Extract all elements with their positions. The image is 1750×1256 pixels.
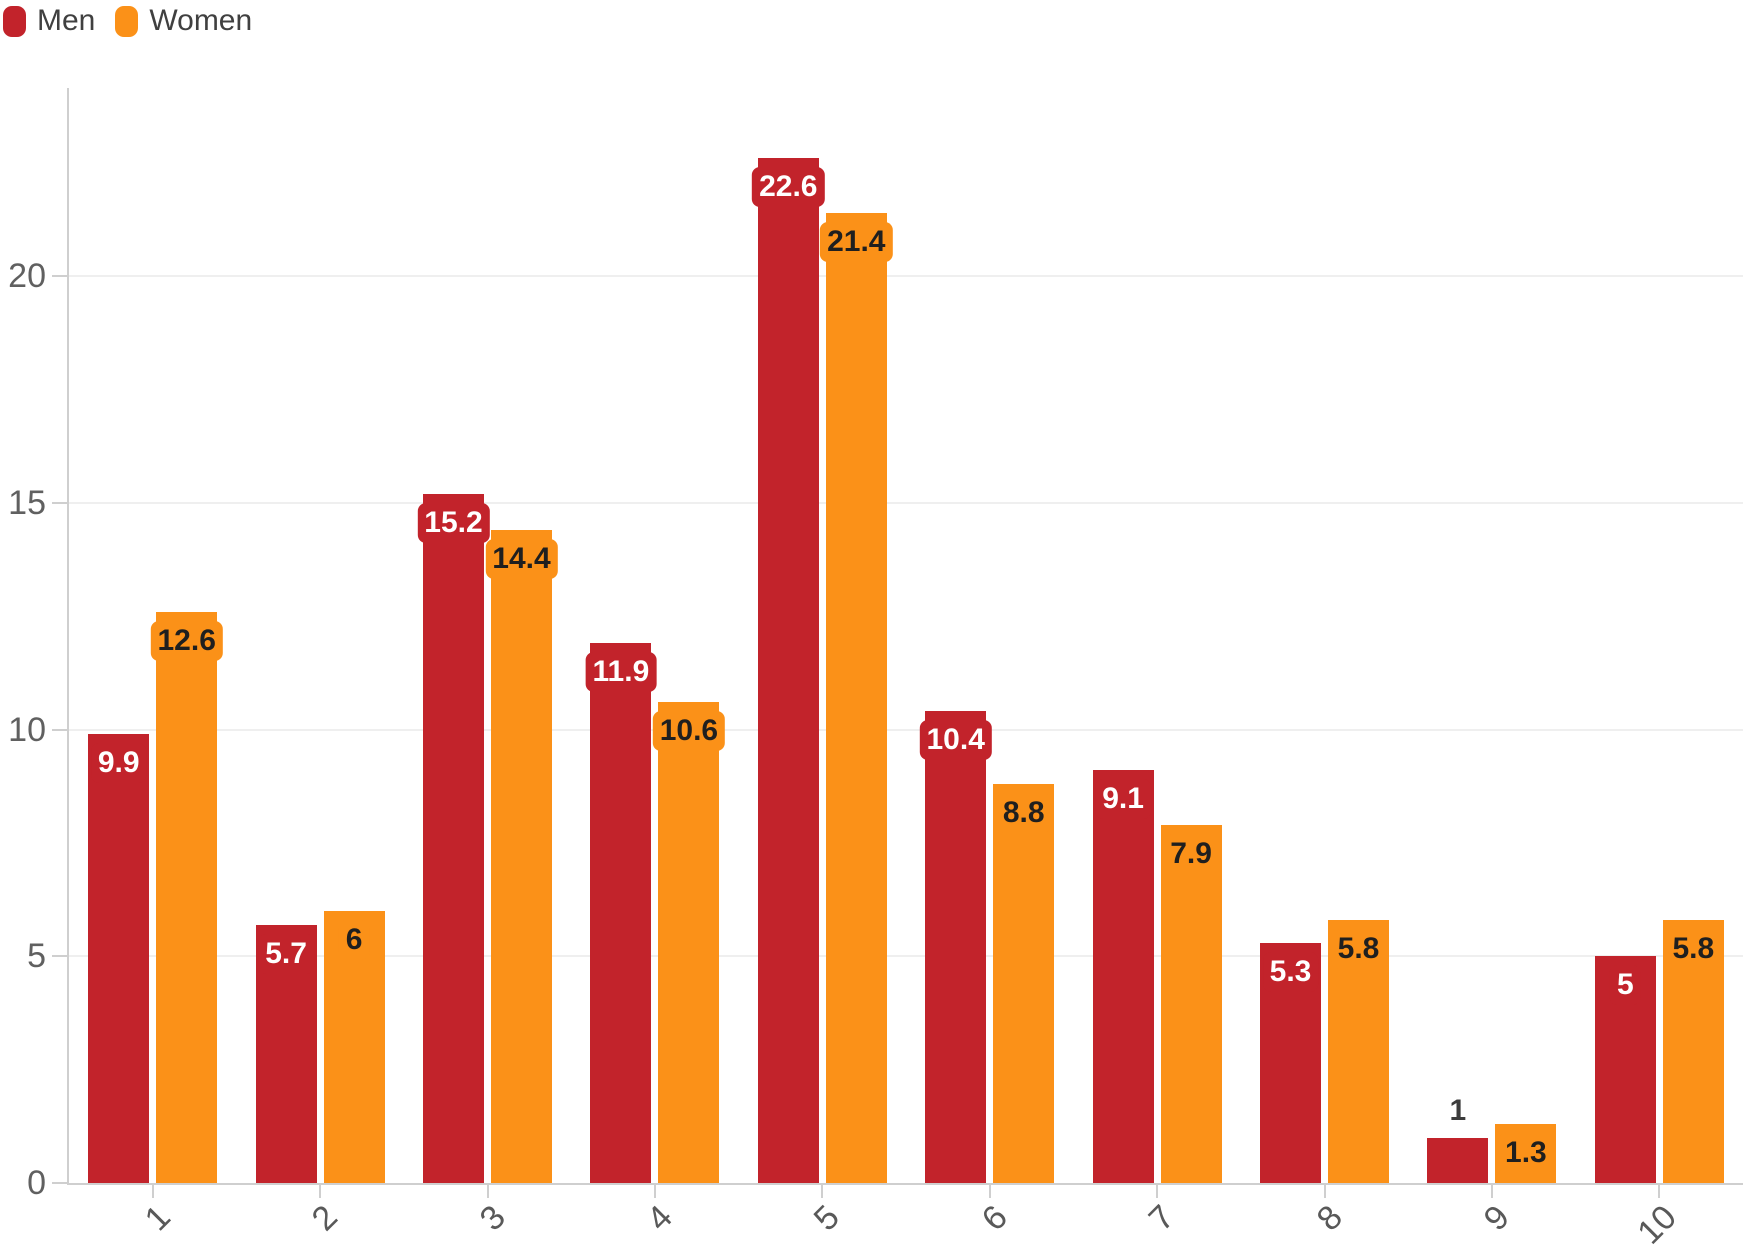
- x-tick-4: [653, 1185, 656, 1198]
- bar-men-3[interactable]: [423, 493, 484, 1183]
- x-axis-line: [67, 1183, 1743, 1185]
- x-tick-label-3: 3: [472, 1198, 513, 1239]
- x-tick-label-8: 8: [1309, 1198, 1350, 1239]
- bar-value-label-women-3: 14.4: [485, 538, 558, 579]
- bar-value-label-men-8: 5.3: [1262, 951, 1319, 992]
- bar-women-7[interactable]: [1160, 824, 1222, 1183]
- x-tick-10: [1658, 1185, 1661, 1198]
- gridline-y-5: [69, 955, 1743, 958]
- y-tick-label-10: 10: [8, 710, 46, 749]
- bar-value-label-men-10: 5: [1609, 965, 1641, 1006]
- men-series-swatch-icon: [3, 5, 26, 37]
- bar-value-label-women-2: 6: [338, 919, 370, 960]
- y-tick-10: [52, 728, 67, 731]
- x-tick-3: [486, 1185, 489, 1198]
- x-tick-label-7: 7: [1141, 1198, 1182, 1239]
- y-tick-15: [52, 501, 67, 504]
- x-tick-label-4: 4: [639, 1198, 680, 1239]
- x-tick-label-2: 2: [304, 1198, 345, 1239]
- gridline-y-20: [69, 275, 1743, 277]
- x-tick-8: [1323, 1185, 1326, 1198]
- bar-men-6[interactable]: [925, 711, 987, 1183]
- x-tick-label-9: 9: [1476, 1198, 1517, 1239]
- bar-men-9[interactable]: [1427, 1137, 1489, 1183]
- bar-women-3[interactable]: [491, 529, 552, 1183]
- legend: Men Women: [3, 4, 252, 38]
- x-tick-label-6: 6: [974, 1198, 1015, 1239]
- gridline-y-10: [69, 728, 1743, 731]
- x-tick-1: [151, 1185, 154, 1198]
- legend-label-women: Women: [149, 4, 253, 37]
- bar-value-label-men-7: 9.1: [1095, 779, 1151, 820]
- y-axis-line: [67, 88, 69, 1185]
- x-tick-6: [988, 1185, 991, 1198]
- bar-value-label-women-7: 7.9: [1163, 833, 1219, 874]
- y-tick-5: [52, 955, 67, 958]
- y-tick-label-20: 20: [8, 257, 46, 295]
- bar-value-label-women-10: 5.8: [1665, 928, 1722, 969]
- x-tick-7: [1156, 1185, 1159, 1198]
- bar-women-1[interactable]: [156, 611, 218, 1183]
- y-tick-label-5: 5: [27, 937, 46, 976]
- x-tick-label-5: 5: [806, 1198, 848, 1239]
- bar-men-5[interactable]: [757, 158, 819, 1183]
- y-tick-label-0: 0: [27, 1164, 46, 1202]
- bar-value-label-men-9: 1: [1449, 1093, 1467, 1127]
- bar-value-label-men-6: 10.4: [919, 720, 992, 761]
- x-tick-2: [319, 1185, 322, 1198]
- bar-men-1[interactable]: [88, 734, 150, 1183]
- y-tick-label-15: 15: [8, 483, 46, 522]
- legend-label-men: Men: [37, 4, 96, 37]
- bar-value-label-women-4: 10.6: [652, 711, 726, 752]
- bar-value-label-men-3: 15.2: [417, 502, 490, 543]
- y-tick-20: [52, 275, 67, 277]
- legend-item-men[interactable]: Men: [3, 4, 95, 38]
- x-tick-label-1: 1: [137, 1198, 178, 1239]
- bar-value-label-men-5: 22.6: [752, 167, 825, 208]
- bar-men-7[interactable]: [1092, 770, 1154, 1183]
- bar-women-6[interactable]: [993, 783, 1055, 1183]
- x-tick-5: [821, 1185, 824, 1198]
- women-series-swatch-icon: [115, 5, 139, 37]
- bar-men-4[interactable]: [590, 643, 652, 1183]
- bar-value-label-women-8: 5.8: [1330, 928, 1387, 969]
- bar-value-label-women-1: 12.6: [150, 620, 223, 661]
- y-tick-0: [52, 1182, 67, 1184]
- bar-value-label-men-1: 9.9: [90, 743, 147, 784]
- bar-women-4[interactable]: [658, 702, 720, 1183]
- gridline-y-15: [69, 501, 1743, 504]
- legend-item-women[interactable]: Women: [115, 4, 252, 38]
- x-tick-9: [1490, 1185, 1493, 1198]
- bar-value-label-women-5: 21.4: [820, 221, 893, 262]
- bar-value-label-men-4: 11.9: [585, 652, 657, 693]
- bar-value-label-women-9: 1.3: [1498, 1133, 1554, 1174]
- bar-women-5[interactable]: [825, 212, 887, 1183]
- x-tick-label-10: 10: [1630, 1198, 1685, 1252]
- bar-value-label-men-2: 5.7: [258, 933, 314, 974]
- bar-value-label-women-6: 8.8: [995, 792, 1052, 833]
